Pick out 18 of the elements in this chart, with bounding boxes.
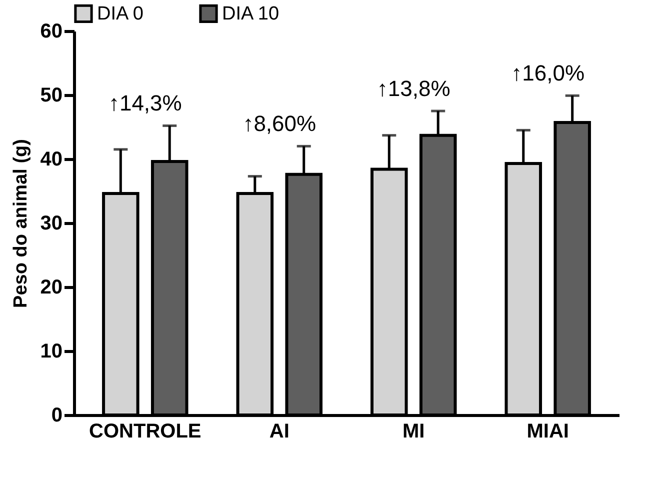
y-tick-label: 10 — [40, 340, 62, 362]
y-tick-label: 60 — [40, 20, 62, 42]
y-tick-label: 20 — [40, 276, 62, 298]
x-tick-label: CONTROLE — [89, 420, 202, 442]
x-tick-label: AI — [269, 420, 290, 442]
annotation: ↑8,60% — [242, 111, 316, 136]
y-tick-label: 40 — [40, 148, 62, 170]
x-tick-label: MI — [402, 420, 425, 442]
y-tick-label: 30 — [40, 212, 62, 234]
x-tick-label: MIAI — [526, 420, 569, 442]
annotation: ↑16,0% — [511, 60, 585, 86]
y-tick-label: 50 — [40, 84, 62, 106]
annotation: ↑13,8% — [376, 76, 450, 101]
annotation: ↑14,3% — [108, 90, 182, 116]
y-axis-title: Peso do animal (g) — [10, 139, 32, 308]
y-tick-label: 0 — [51, 404, 62, 426]
legend-label: DIA 0 — [97, 4, 144, 25]
legend-label: DIA 10 — [222, 4, 280, 25]
